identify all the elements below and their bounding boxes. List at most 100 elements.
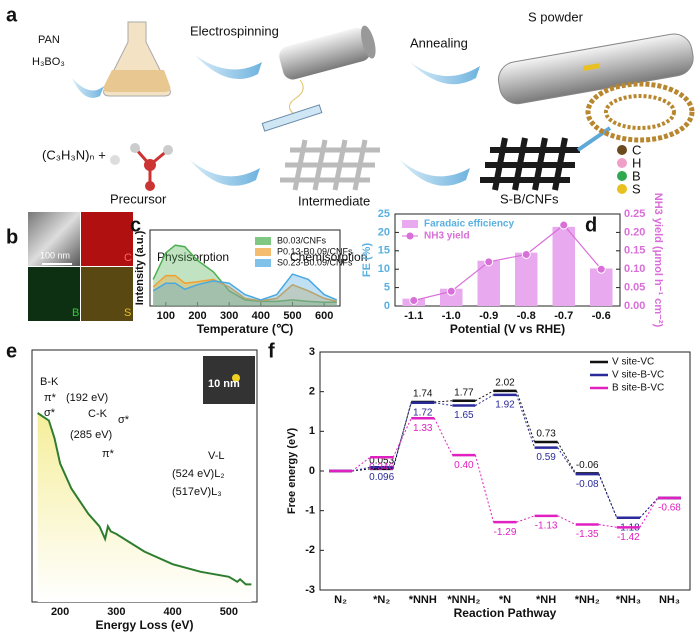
y-axis-label: Free energy (eV) xyxy=(286,428,298,515)
y2-tick-label: 0.00 xyxy=(624,300,645,312)
y-tick-label: 20 xyxy=(378,226,390,238)
connector xyxy=(351,466,371,472)
atom-label: H xyxy=(632,155,641,170)
map-label: B xyxy=(72,307,79,319)
atom-label: C xyxy=(632,142,641,157)
value-label: -1.42 xyxy=(617,532,640,543)
connector xyxy=(557,515,576,526)
annotation: V-L xyxy=(208,450,225,462)
legend-swatch xyxy=(255,248,271,256)
legend-swatch xyxy=(255,237,271,245)
value-label: -0.06 xyxy=(576,460,599,471)
step-label: Electrospinning xyxy=(190,23,279,38)
legend-label: B site-B-VC xyxy=(612,383,664,394)
arrow xyxy=(400,160,470,186)
annotation: Chemisorption xyxy=(290,250,367,264)
x-tick-label: -0.7 xyxy=(554,310,573,322)
sem-image xyxy=(28,212,80,266)
value-label: 0.346 xyxy=(369,462,394,473)
y-tick-label: 1 xyxy=(309,425,315,437)
connector xyxy=(433,418,453,456)
y-tick-label: 15 xyxy=(378,245,390,257)
molecule xyxy=(110,143,173,191)
x-tick-label: 100 xyxy=(157,310,175,322)
value-label: 0.053 xyxy=(369,456,394,467)
stage-label: S-B/CNFs xyxy=(500,191,559,206)
arrow xyxy=(410,62,480,85)
y-axis-label: FE (%) xyxy=(361,243,373,278)
atom-swatch xyxy=(617,158,627,168)
y2-tick-label: 0.05 xyxy=(624,282,645,294)
y-tick-label: -1 xyxy=(305,505,315,517)
value-label: 1.33 xyxy=(413,423,433,434)
connector xyxy=(516,515,535,523)
x-tick-label: *NNH xyxy=(409,594,437,606)
data-point xyxy=(484,257,494,267)
graphene-sheet xyxy=(585,81,695,143)
x-tick-label: -0.6 xyxy=(592,310,611,322)
b-map xyxy=(28,267,80,321)
x-tick-label: -0.8 xyxy=(517,310,536,322)
connector xyxy=(516,394,536,448)
x-axis-label: Potential (V vs RHE) xyxy=(450,322,565,336)
connector xyxy=(557,447,577,475)
x-tick-label: -0.9 xyxy=(479,310,498,322)
area-fill xyxy=(153,245,337,306)
product-mesh xyxy=(480,137,580,191)
annotation: B-K xyxy=(40,376,59,388)
value-label: -1.35 xyxy=(576,529,599,540)
value-label: 1.74 xyxy=(413,389,433,400)
solution xyxy=(103,70,171,92)
panel-label: a xyxy=(6,4,18,26)
connector xyxy=(474,455,494,523)
x-tick-label: 600 xyxy=(315,310,333,322)
value-label: -0.08 xyxy=(576,479,599,490)
y-tick-label: 0 xyxy=(309,465,315,477)
legend-label: V site-B-VC xyxy=(612,370,664,381)
y2-tick-label: 0.25 xyxy=(624,208,645,220)
connector xyxy=(434,402,453,407)
stage-label: Precursor xyxy=(110,191,167,206)
bar xyxy=(515,252,538,306)
series-line xyxy=(152,273,338,301)
step-label: S powder xyxy=(528,9,584,24)
data-point xyxy=(596,264,606,274)
x-tick-label: N₂ xyxy=(334,594,347,606)
panel-label: d xyxy=(585,214,597,236)
annotation: σ* xyxy=(118,414,130,426)
y-tick-label: -2 xyxy=(305,544,315,556)
connector xyxy=(434,400,453,403)
y-tick-label: 2 xyxy=(309,386,315,398)
value-label: 0.096 xyxy=(369,472,394,483)
panel-label: f xyxy=(268,340,275,362)
annotation: (517eV)L₃ xyxy=(172,486,222,498)
map-label: S xyxy=(124,307,131,319)
atom-label: S xyxy=(632,181,641,196)
panel-label: b xyxy=(6,226,18,248)
x-tick-label: *NNH₂ xyxy=(447,594,480,606)
legend-swatch xyxy=(402,220,418,228)
y-tick-label: 5 xyxy=(384,282,390,294)
connector xyxy=(392,402,412,468)
data-point xyxy=(521,249,531,259)
y-tick-label: 25 xyxy=(378,208,390,220)
legend-label: NH3 yield xyxy=(424,231,470,242)
panel-b: b 100 nm C B S xyxy=(6,212,133,321)
y2-axis-label: NH3 yield (μmol h⁻¹ cm⁻²) xyxy=(652,193,664,328)
annotation: π* xyxy=(44,392,57,404)
value-label: 1.65 xyxy=(454,410,474,421)
data-point xyxy=(559,220,569,230)
annotation: (192 eV) xyxy=(66,392,108,404)
inset-image xyxy=(203,356,255,404)
series-line xyxy=(152,274,337,303)
connector xyxy=(639,497,659,519)
y-tick-label: 10 xyxy=(378,263,390,275)
c-map xyxy=(81,212,133,266)
y-tick-label: 0 xyxy=(384,300,390,312)
series-line xyxy=(152,244,337,303)
arrow xyxy=(190,160,260,186)
atom-swatch xyxy=(617,184,627,194)
connector xyxy=(557,441,577,474)
x-axis-label: Temperature (℃) xyxy=(197,322,294,336)
